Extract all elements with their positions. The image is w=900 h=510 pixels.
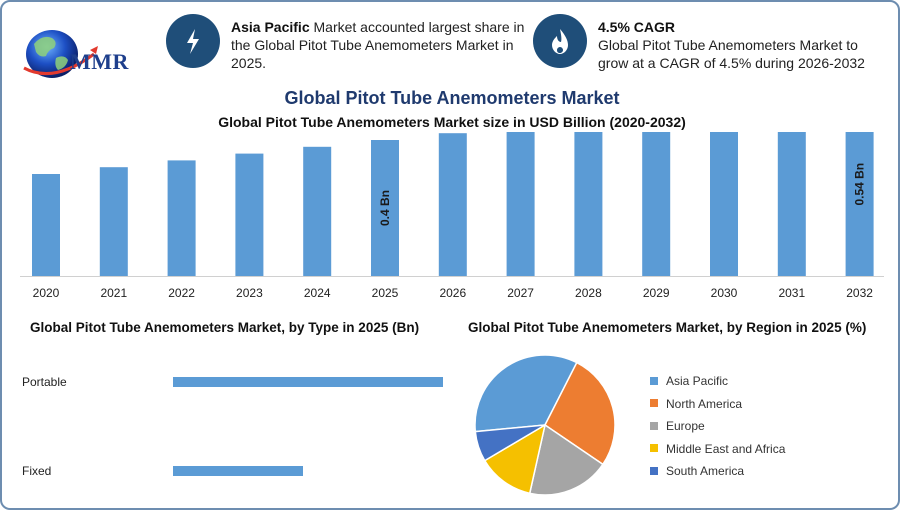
legend-swatch bbox=[650, 466, 658, 475]
x-tick-label: 2028 bbox=[575, 286, 602, 300]
type-chart-title: Global Pitot Tube Anemometers Market, by… bbox=[30, 320, 420, 335]
growth-flame-icon bbox=[533, 14, 587, 68]
x-tick-label: 2022 bbox=[168, 286, 195, 300]
globe-icon bbox=[23, 30, 98, 78]
x-tick-label: 2023 bbox=[236, 286, 263, 300]
bar-2020 bbox=[32, 174, 60, 276]
legend-swatch bbox=[650, 444, 658, 453]
x-tick-label: 2020 bbox=[33, 286, 60, 300]
highlight-bold: Asia Pacific bbox=[231, 19, 310, 35]
region-chart-title: Global Pitot Tube Anemometers Market, by… bbox=[468, 320, 867, 335]
lightning-bolt-icon bbox=[166, 14, 220, 68]
type-bar-portable bbox=[173, 377, 443, 387]
pie-slice-middle-east-and-africa bbox=[483, 423, 547, 495]
legend-item: South America bbox=[650, 464, 785, 478]
legend-label: Europe bbox=[666, 419, 705, 433]
data-label: 0.4 Bn bbox=[378, 190, 392, 226]
bar-2025 bbox=[371, 140, 399, 276]
x-tick-label: 2032 bbox=[846, 286, 873, 300]
bar-2031 bbox=[777, 132, 806, 276]
highlight-text: Market accounted largest share in the Gl… bbox=[231, 19, 525, 71]
x-tick-label: 2027 bbox=[507, 286, 534, 300]
market-size-bar-chart: 2020 2021 2022 2023 2024 2025 2026 2027 2028 2029… bbox=[20, 132, 884, 300]
pie-legend: Asia Pacific North America Europe Middle… bbox=[650, 374, 785, 478]
x-tick-label: 2031 bbox=[778, 286, 805, 300]
legend-label: Asia Pacific bbox=[666, 374, 729, 388]
bar-2028 bbox=[574, 132, 603, 276]
highlight-bold: 4.5% CAGR bbox=[598, 19, 676, 35]
legend-swatch bbox=[650, 399, 658, 408]
page-title: Global Pitot Tube Anemometers Market bbox=[284, 88, 620, 108]
legend-label: Middle East and Africa bbox=[666, 441, 786, 456]
legend-item: Asia Pacific bbox=[650, 374, 785, 388]
legend-item: Middle East and Africa bbox=[650, 442, 785, 456]
bar-2023 bbox=[235, 153, 264, 276]
highlight-cagr: 4.5% CAGR Global Pitot Tube Anemometers … bbox=[598, 18, 868, 72]
pie-slice-south-america bbox=[474, 424, 546, 462]
region-pie-chart bbox=[474, 354, 616, 496]
x-tick-label: 2026 bbox=[439, 286, 466, 300]
bar-2024 bbox=[303, 146, 332, 276]
x-tick-label: 2025 bbox=[372, 286, 399, 300]
bar-chart-title: Global Pitot Tube Anemometers Market siz… bbox=[218, 114, 686, 130]
bar-2022 bbox=[167, 160, 196, 276]
highlight-text: Global Pitot Tube Anemometers Market to … bbox=[598, 37, 865, 71]
legend-label: North America bbox=[666, 396, 743, 411]
bar-2032 bbox=[845, 132, 874, 277]
highlight-asia-pacific: Asia Pacific Market accounted largest sh… bbox=[231, 18, 531, 72]
type-label-fixed: Fixed bbox=[22, 464, 52, 478]
legend-item: Europe bbox=[650, 419, 785, 433]
type-label-portable: Portable bbox=[22, 375, 67, 389]
bar-2021 bbox=[99, 167, 128, 276]
mmr-logo bbox=[16, 14, 146, 84]
bar-2026 bbox=[438, 133, 467, 276]
x-tick-label: 2030 bbox=[711, 286, 738, 300]
bar-2030 bbox=[710, 132, 738, 276]
x-tick-label: 2024 bbox=[304, 286, 331, 300]
bar-2029 bbox=[642, 132, 671, 276]
pie-slice-europe bbox=[528, 423, 604, 496]
legend-label: South America bbox=[666, 464, 745, 478]
x-tick-label: 2021 bbox=[100, 286, 127, 300]
type-bar-chart bbox=[173, 377, 443, 476]
legend-swatch bbox=[650, 421, 658, 430]
type-bar-fixed bbox=[173, 466, 303, 476]
pie-slice-north-america bbox=[544, 361, 616, 466]
logo-text: MMR bbox=[70, 49, 129, 74]
legend-item: North America bbox=[650, 397, 785, 411]
x-tick-label: 2029 bbox=[643, 286, 670, 300]
legend-swatch bbox=[650, 376, 658, 385]
data-label: 0.54 Bn bbox=[853, 163, 867, 206]
bar-2027 bbox=[506, 132, 535, 277]
